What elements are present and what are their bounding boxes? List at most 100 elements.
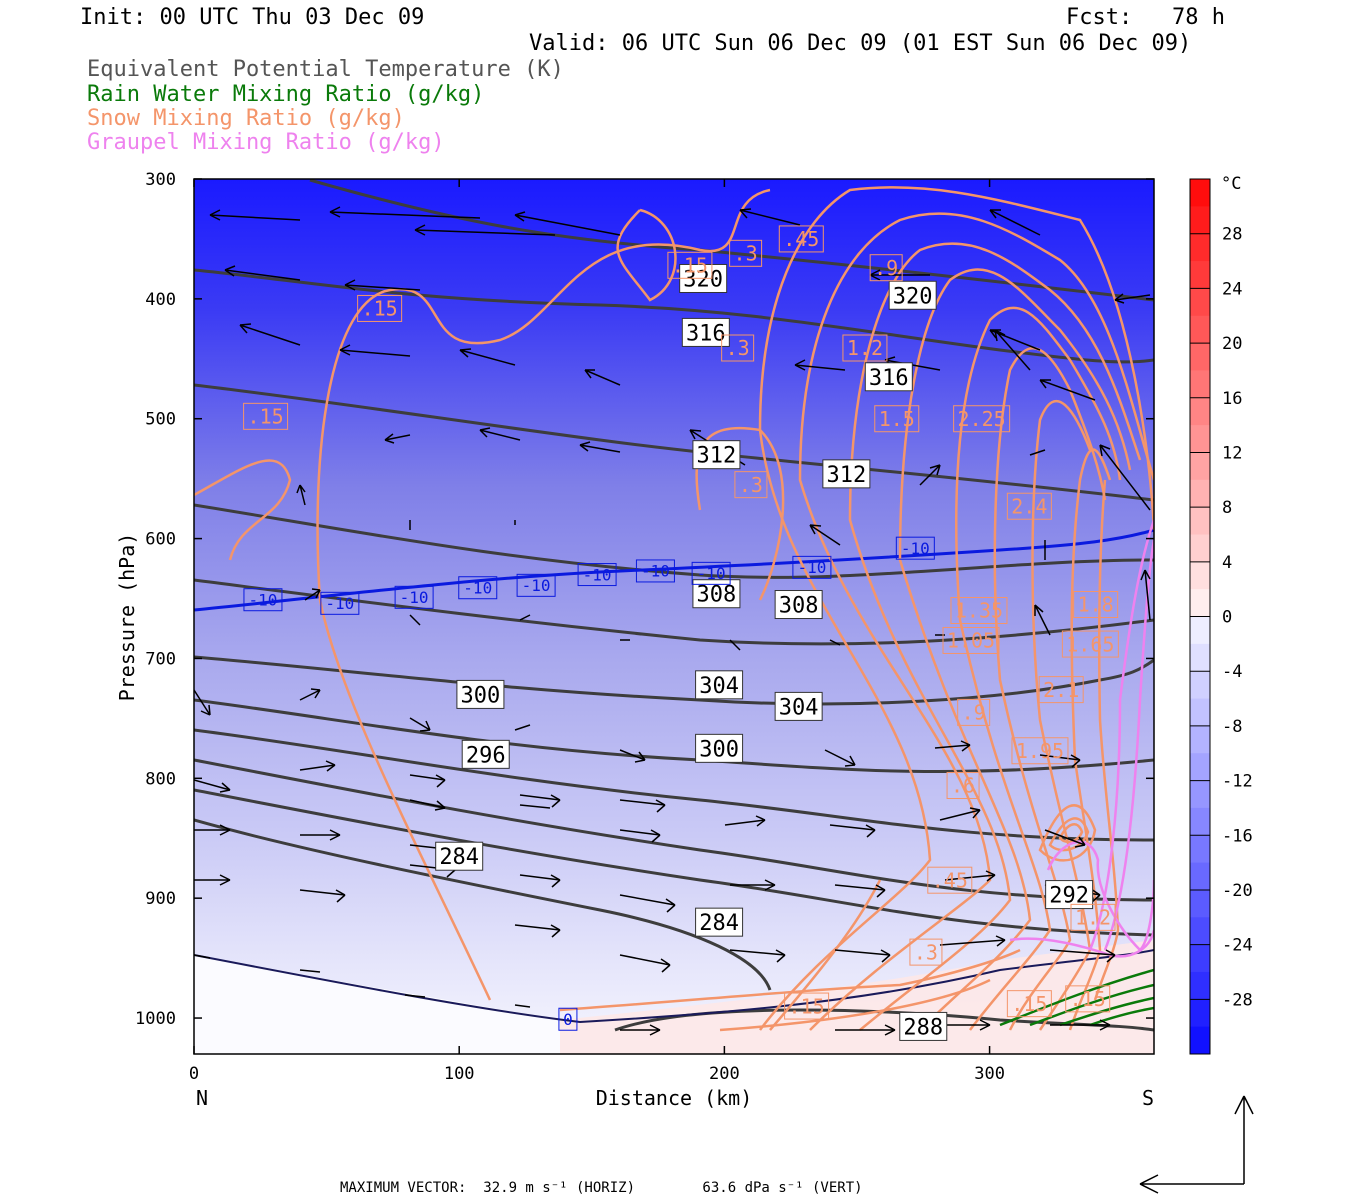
colorbar-unit: °C: [1221, 174, 1241, 194]
colorbar-band: [1190, 971, 1210, 1000]
colorbar-band: [1190, 425, 1210, 453]
colorbar-band: [1190, 1026, 1210, 1055]
snow-label-box: [909, 938, 943, 966]
snow-label-box: [357, 294, 403, 322]
snow-label: 1.05: [947, 629, 995, 653]
snow-label-box: [1070, 903, 1116, 931]
theta-e-label: 300: [699, 737, 739, 762]
temperature-label-box: [895, 536, 935, 560]
theta-e-label-box: [864, 362, 913, 392]
snow-label: .15: [789, 994, 825, 1018]
colorbar-band: [1190, 343, 1210, 371]
temperature-label: -10: [325, 594, 354, 613]
colorbar-band: [1190, 725, 1210, 754]
snow-label-box: [243, 402, 289, 430]
snow-label: 1.2: [1075, 906, 1111, 930]
temperature-label: -10: [797, 558, 826, 577]
snow-label: .15: [362, 297, 398, 321]
colorbar-tick-label: 12: [1222, 443, 1242, 463]
theta-e-label-box: [774, 590, 823, 620]
temperature-label-box: [792, 555, 832, 579]
theta-e-label-box: [695, 670, 744, 700]
temperature-label-box: [243, 588, 283, 612]
theta-e-label: 284: [699, 911, 739, 936]
snow-label: 2.4: [1011, 494, 1047, 518]
colorbar-band: [1190, 288, 1210, 317]
theta-e-label: 300: [461, 683, 501, 708]
theta-e-label: 284: [439, 845, 479, 870]
colorbar: 28 24 20 16 12 8 4 0 -4 -8 -12 -16 -20 -24 -28: [1189, 178, 1253, 1055]
colorbar-band: [1190, 753, 1210, 782]
theta-e-label: 288: [903, 1015, 943, 1040]
x-tick-label: 300: [974, 1064, 1005, 1084]
temperature-label-box: [458, 576, 498, 600]
theta-e-label-box: [822, 459, 871, 489]
temperature-label: -10: [641, 562, 670, 581]
theta-e-contours: [194, 179, 1154, 1032]
snow-label-box: [957, 698, 991, 726]
y-tick-label: 300: [145, 170, 176, 190]
colorbar-tick-label: 8: [1222, 498, 1232, 518]
temperature-label: -10: [248, 590, 277, 609]
field-legend-graupel: Graupel Mixing Ratio (g/kg): [87, 130, 445, 155]
snow-label: .6: [951, 774, 975, 798]
colorbar-band: [1190, 944, 1210, 973]
colorbar-tick-label: 0: [1222, 608, 1232, 628]
x-axis: 0 100 200 300: [189, 179, 1005, 1084]
colorbar-band: [1190, 807, 1210, 836]
y-tick-label: 400: [145, 290, 176, 310]
snow-label: 1.95: [1016, 739, 1064, 763]
y-tick-label: 800: [145, 769, 176, 789]
snow-label: 1.35: [955, 599, 1003, 623]
temperature-label-box: [691, 561, 731, 585]
colorbar-tick-label: 28: [1222, 225, 1242, 245]
colorbar-tick-label: 4: [1222, 553, 1232, 573]
vector-scale-caption: MAXIMUM VECTOR: 32.9 m s⁻¹ (HORIZ) 63.6 …: [340, 1180, 863, 1196]
snow-label-box: [1061, 630, 1119, 658]
colorbar-tick-label: -16: [1222, 826, 1253, 846]
colorbar-band: [1190, 452, 1210, 481]
colorbar-band: [1190, 589, 1210, 617]
theta-e-label: 304: [699, 674, 739, 699]
snow-label: .9: [874, 256, 898, 280]
snow-label-box: [734, 471, 768, 499]
colorbar-tick-label: -28: [1222, 990, 1253, 1010]
colorbar-tick-label: 24: [1222, 279, 1242, 299]
colorbar-tick-label: -20: [1222, 881, 1253, 901]
snow-label-box: [784, 992, 830, 1020]
theta-e-label: 304: [779, 695, 819, 720]
snow-label: .15: [248, 405, 284, 429]
x-tick-label: 0: [189, 1064, 199, 1084]
snow-label-box: [946, 772, 980, 800]
snow-label: 1.65: [1066, 632, 1114, 656]
temperature-label: -10: [697, 564, 726, 583]
y-tick-label: 500: [145, 410, 176, 430]
y-axis-label: Pressure (hPa): [115, 533, 139, 702]
theta-e-label-box: [1045, 880, 1094, 910]
snow-label: .3: [734, 242, 758, 266]
colorbar-band: [1190, 835, 1210, 864]
theta-e-label: 296: [466, 743, 506, 768]
snow-label-box: [874, 405, 920, 433]
isotherm-0: [194, 949, 1154, 1024]
temperature-label-box: [394, 585, 434, 609]
theta-e-label: 320: [683, 267, 723, 292]
temperature-label: -10: [901, 539, 930, 558]
snow-label: .45: [783, 227, 819, 251]
colorbar-band: [1190, 561, 1210, 590]
y-tick-label: 700: [145, 649, 176, 669]
colorbar-band: [1190, 179, 1210, 207]
colorbar-band: [1190, 780, 1210, 809]
field-legend-theta-e: Equivalent Potential Temperature (K): [87, 57, 564, 82]
x-tick-label: 100: [444, 1064, 475, 1084]
theta-e-label-box: [692, 440, 741, 470]
snow-label-box: [842, 334, 888, 362]
snow-label-box: [942, 626, 1000, 654]
theta-e-label-box: [456, 679, 505, 709]
colorbar-tick-label: -12: [1222, 772, 1253, 792]
theta-e-label: 308: [697, 583, 737, 608]
colorbar-band: [1190, 206, 1210, 235]
colorbar-band: [1190, 370, 1210, 399]
colorbar-band: [1190, 862, 1210, 891]
field-legend-snow: Snow Mixing Ratio (g/kg): [87, 106, 405, 131]
